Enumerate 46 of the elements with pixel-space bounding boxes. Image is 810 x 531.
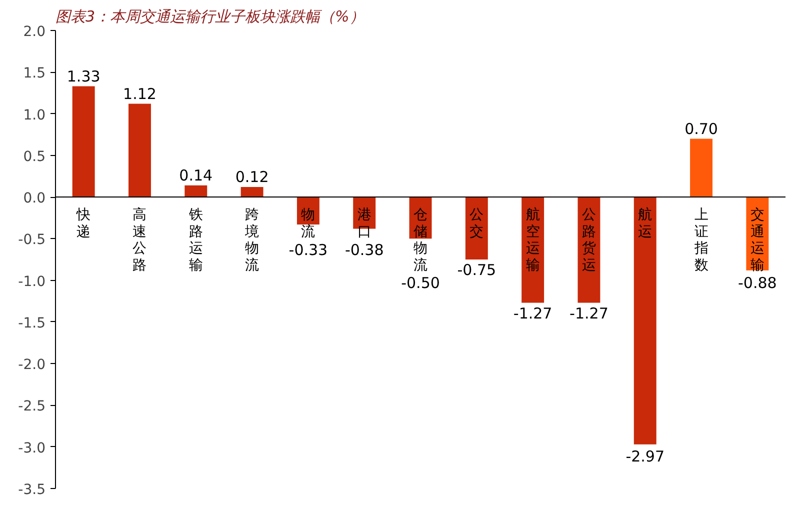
x-tick-label: 航运 [638, 207, 652, 240]
chart-title: 图表3：本周交通运输行业子板块涨跌幅（%） [56, 8, 364, 26]
x-tick-label: 物流 [301, 207, 316, 240]
data-label: -0.50 [401, 274, 440, 292]
y-tick-label: 0.0 [23, 190, 46, 207]
data-label: -0.75 [457, 261, 496, 280]
y-tick-label: -3.5 [18, 482, 46, 498]
bar [184, 185, 208, 198]
y-tick-label: 1.5 [23, 66, 46, 82]
x-tick-label: 高速公路 [132, 207, 147, 274]
x-tick-label: 上证指数 [693, 207, 708, 274]
bar [128, 104, 151, 198]
x-tick-label: 航空运输 [526, 207, 540, 274]
x-tick-label: 仓储物流 [414, 207, 428, 274]
data-label: -2.97 [626, 448, 665, 466]
bar [72, 86, 95, 198]
y-tick-label: -2.5 [18, 398, 46, 415]
x-tick-label: 跨境物流 [244, 207, 260, 274]
data-label: 1.33 [66, 67, 100, 86]
x-tick-label: 公交 [470, 207, 484, 240]
bar [690, 138, 712, 198]
y-tick-label: -1.0 [18, 274, 46, 290]
y-tick-label: -0.5 [18, 232, 46, 248]
data-label: -1.27 [513, 304, 552, 323]
y-tick-label: -1.5 [18, 315, 46, 332]
x-tick-label: 快递 [76, 207, 91, 240]
x-tick-label: 交通运输 [750, 207, 764, 274]
bar [240, 187, 264, 198]
bar [465, 197, 488, 260]
x-tick-label: 铁路运输 [188, 207, 203, 274]
y-tick-label: 2.0 [23, 24, 46, 40]
data-label: 0.14 [179, 166, 213, 184]
y-tick-label: 0.5 [23, 148, 46, 165]
x-tick-label: 公路货运 [582, 207, 596, 274]
bar [634, 197, 656, 444]
x-tick-label: 港口 [357, 207, 372, 240]
y-tick-label: 1.0 [23, 107, 46, 124]
y-tick-label: -2.0 [18, 357, 46, 374]
data-label: 0.70 [684, 120, 718, 138]
data-label: -0.88 [738, 274, 777, 292]
y-tick-label: -3.0 [18, 440, 46, 456]
data-label: 0.12 [235, 168, 269, 186]
data-label: -1.27 [570, 304, 608, 323]
data-label: -0.33 [288, 241, 328, 260]
data-label: -0.38 [344, 241, 384, 260]
data-label: 1.12 [123, 84, 156, 103]
